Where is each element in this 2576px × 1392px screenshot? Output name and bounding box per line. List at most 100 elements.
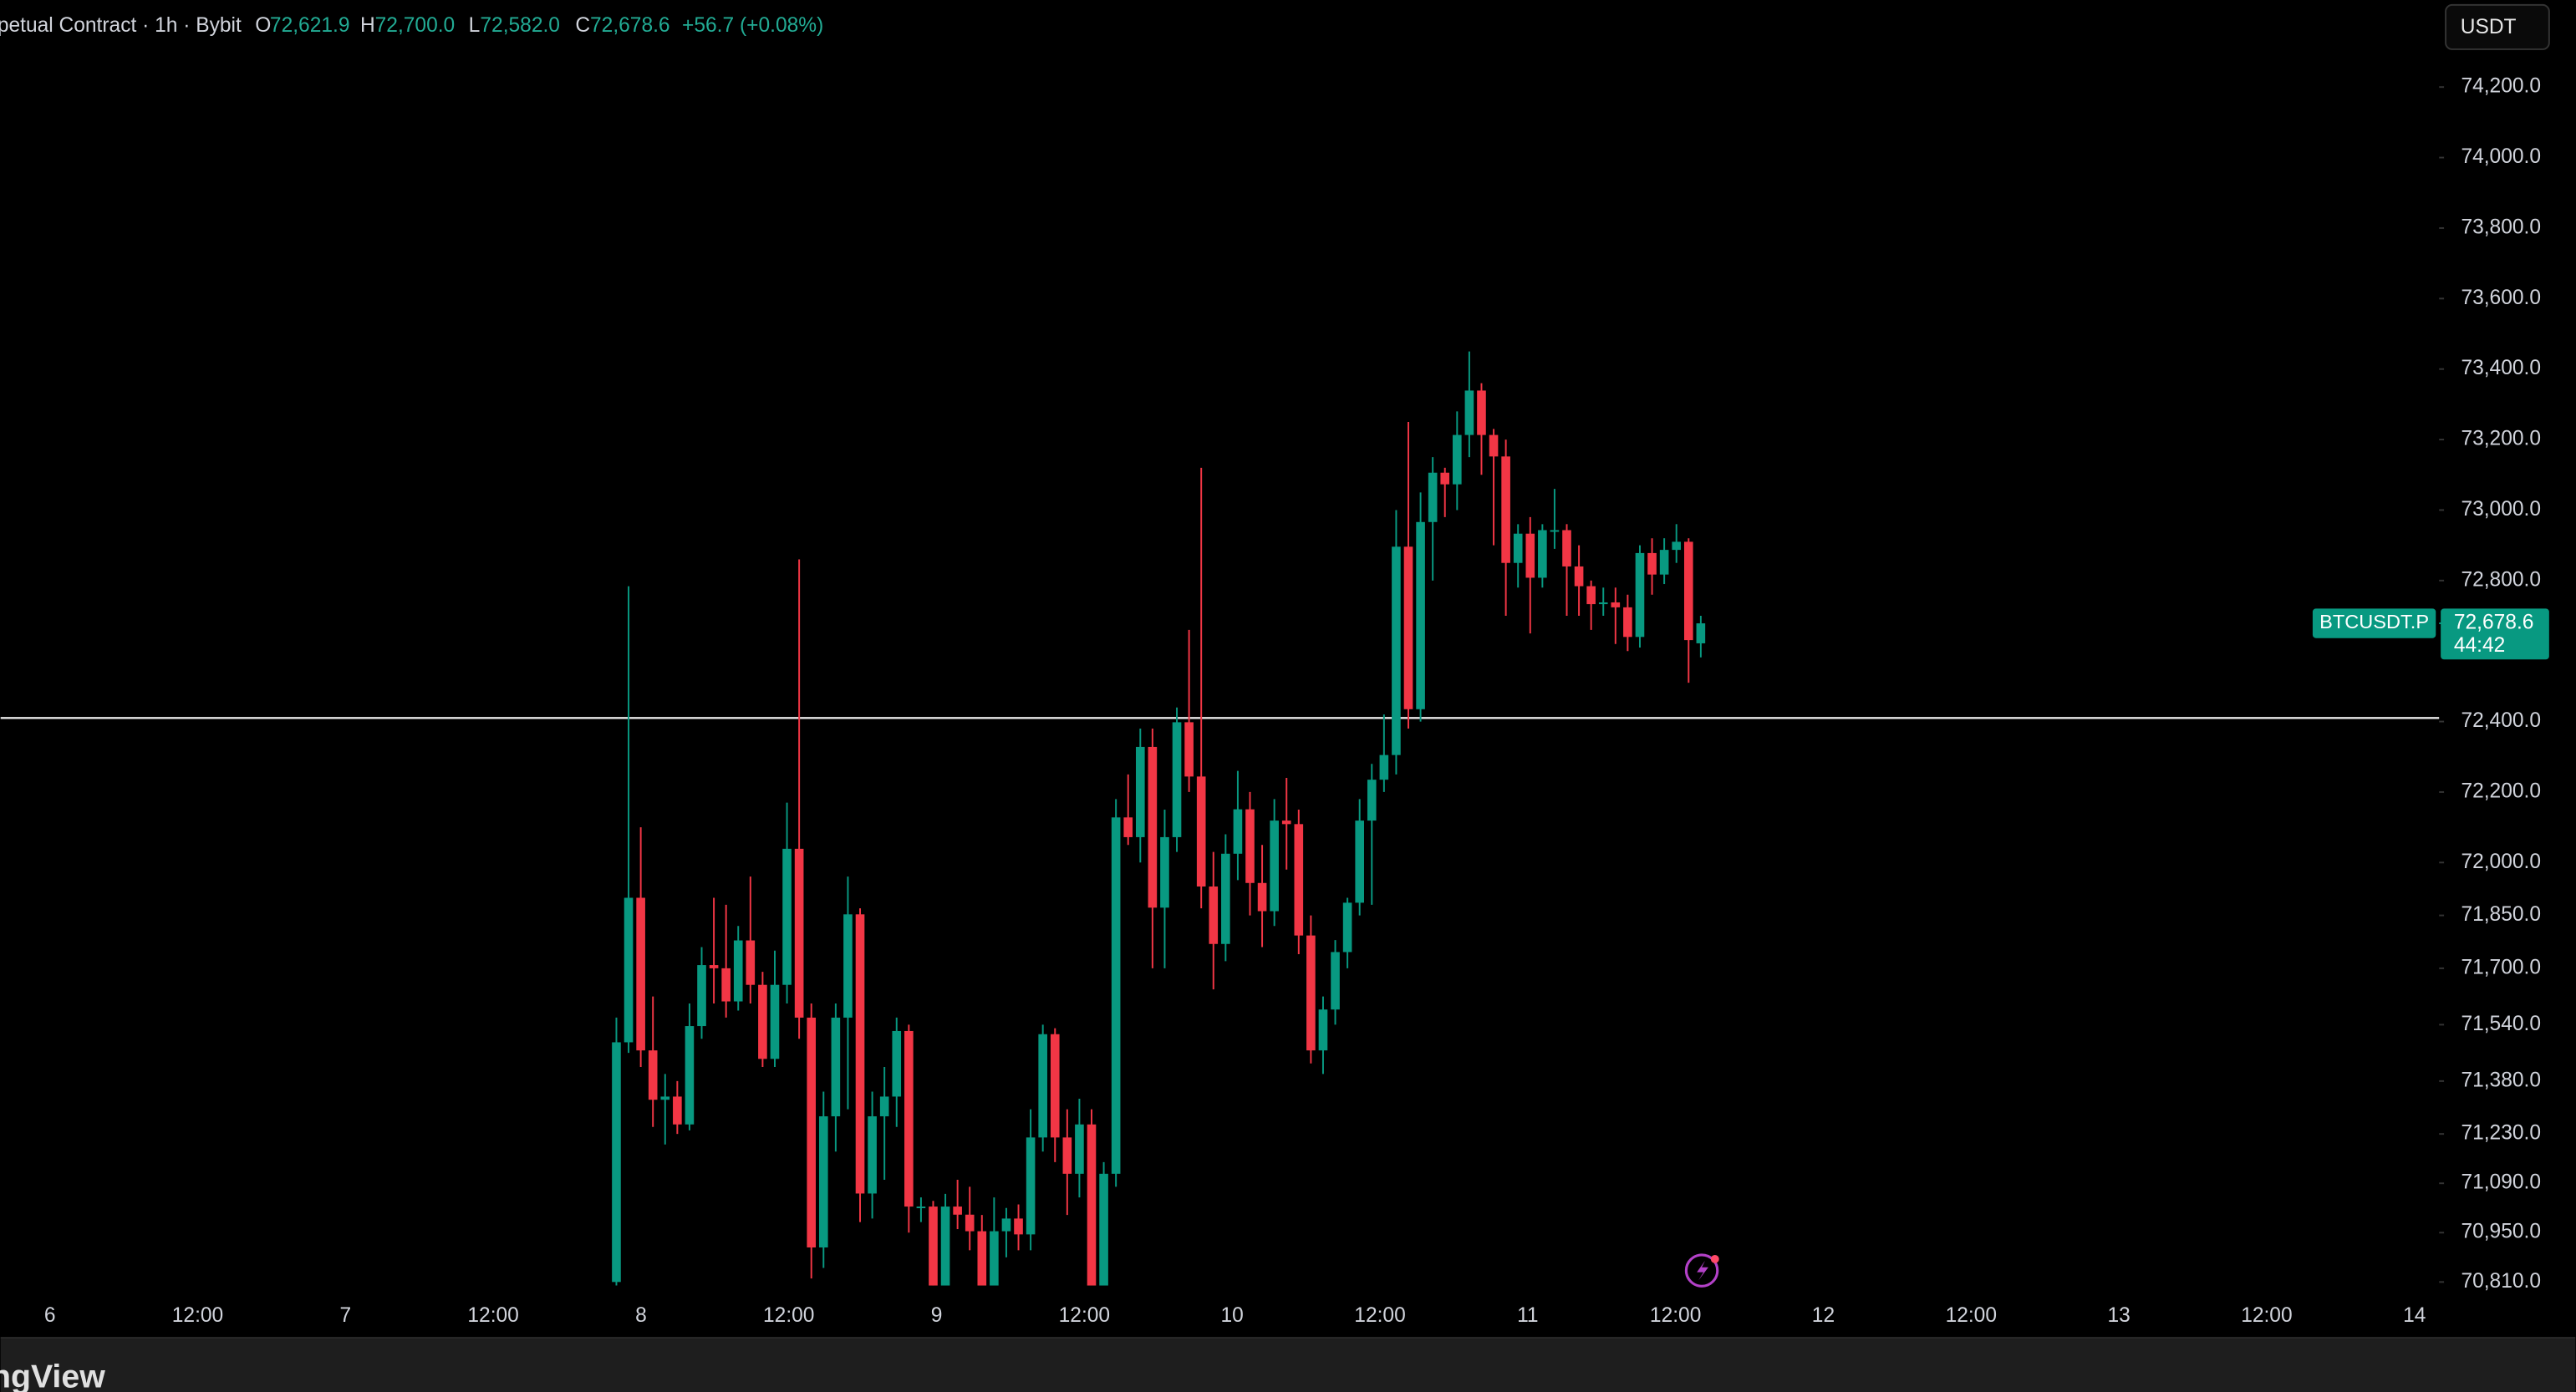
- candle-body: [818, 1116, 828, 1247]
- change: +56.7 (+0.08%): [682, 14, 823, 37]
- candle-body: [636, 897, 645, 1051]
- candle-body: [929, 1207, 938, 1286]
- candle-body: [1172, 722, 1182, 837]
- alert-ring[interactable]: [1684, 1253, 1719, 1288]
- alert-bolt[interactable]: [1697, 1260, 1708, 1281]
- candle-body: [1367, 780, 1377, 821]
- candle-body: [1428, 472, 1438, 522]
- y-tick-label: 73,600.0: [2461, 287, 2541, 309]
- candle-body: [1038, 1034, 1047, 1138]
- candle-body: [1489, 434, 1499, 457]
- currency-button[interactable]: [2445, 3, 2550, 50]
- candle-body: [746, 940, 756, 985]
- candle-body: [1233, 809, 1243, 854]
- candle-body: [1379, 754, 1389, 780]
- x-tick-label: 12:00: [2241, 1304, 2292, 1327]
- candle-body: [879, 1096, 889, 1117]
- candle-body: [843, 914, 853, 1018]
- ohlc-key: L: [469, 14, 481, 37]
- candle-body: [1659, 550, 1669, 575]
- candle-body: [1550, 530, 1560, 532]
- y-tick-label: 72,800.0: [2461, 568, 2541, 591]
- candle-body: [1318, 1009, 1328, 1051]
- candle-body: [1306, 935, 1316, 1051]
- candle-body: [1464, 390, 1474, 435]
- header: petual Contract · 1h · Bybit O 72,621.9 …: [0, 14, 823, 37]
- y-tick-label: 72,000.0: [2461, 851, 2541, 873]
- candle-body: [1635, 552, 1645, 638]
- candle-body: [940, 1207, 950, 1286]
- footer-logo[interactable]: ngView: [0, 1359, 105, 1392]
- candle-body: [1148, 746, 1158, 908]
- candle-body: [1392, 546, 1401, 755]
- alert-icon[interactable]: [1684, 1253, 1719, 1288]
- currency-button-label[interactable]: USDT: [2461, 16, 2517, 38]
- candle-body: [1331, 952, 1340, 1010]
- price-tag-label: 72,678.6: [2454, 612, 2534, 634]
- candle-body: [1196, 776, 1206, 887]
- candle-body: [1672, 541, 1682, 551]
- candle-body: [612, 1042, 621, 1283]
- ohlc-value: 72,582.0: [480, 14, 560, 37]
- x-tick-label: 12:00: [1059, 1304, 1110, 1327]
- ohlc-key: O: [255, 14, 271, 37]
- x-tick-label: 11: [1517, 1304, 1538, 1327]
- candle-body: [1245, 809, 1255, 883]
- candle-body: [794, 848, 804, 1018]
- ohlc-value: 72,621.9: [270, 14, 350, 37]
- symbol-info[interactable]: petual Contract · 1h · Bybit: [0, 14, 242, 37]
- candle-body: [965, 1214, 975, 1232]
- x-tick-label: 6: [44, 1304, 56, 1327]
- candle-body: [1525, 533, 1535, 578]
- candle-body: [1611, 602, 1621, 607]
- candle-body: [697, 965, 706, 1027]
- candle-body: [648, 1050, 658, 1100]
- candle-body: [1440, 472, 1450, 485]
- footer-bar: [0, 1338, 2576, 1392]
- ohlc-value: 72,678.6: [590, 14, 670, 37]
- y-tick-label: 71,540.0: [2461, 1013, 2541, 1035]
- candle-body: [624, 897, 634, 1043]
- candle-body: [1014, 1218, 1023, 1235]
- candle-body: [953, 1207, 962, 1215]
- y-tick-label: 74,200.0: [2461, 75, 2541, 98]
- candle-body: [770, 984, 780, 1059]
- candle-body: [1123, 817, 1133, 837]
- candle-body: [1683, 541, 1693, 641]
- x-tick-label: 12:00: [172, 1304, 223, 1327]
- x-tick-label: 13: [2107, 1304, 2130, 1327]
- candle-body: [1538, 530, 1547, 578]
- x-tick-label: 12:00: [1354, 1304, 1405, 1327]
- x-tick-label: 14: [2403, 1304, 2426, 1327]
- price-tag: [2441, 608, 2549, 660]
- x-tick-label: 10: [1221, 1304, 1244, 1327]
- candle-body: [1257, 882, 1267, 912]
- candle-body: [892, 1030, 902, 1097]
- candle-body: [1209, 886, 1219, 944]
- candle-body: [855, 914, 865, 1194]
- candle-body: [1099, 1173, 1108, 1286]
- candle-body: [807, 1017, 817, 1247]
- ohlc-key: C: [575, 14, 590, 37]
- candle-body: [1184, 722, 1194, 777]
- candle-body: [1477, 390, 1486, 435]
- candle-body: [1647, 552, 1657, 575]
- x-tick-label: 12:00: [763, 1304, 814, 1327]
- candle-body: [1062, 1137, 1072, 1174]
- candle-body: [733, 940, 743, 1002]
- x-tick-label: 8: [635, 1304, 647, 1327]
- candle-body: [904, 1030, 914, 1207]
- candle-body: [782, 848, 792, 985]
- candle-body: [916, 1207, 926, 1209]
- candle-body: [1623, 607, 1632, 638]
- x-tick-label: 12: [1812, 1304, 1835, 1327]
- y-tick-label: 74,000.0: [2461, 145, 2541, 168]
- candle-body: [1403, 546, 1413, 709]
- candle-body: [1453, 434, 1462, 485]
- y-tick-label: 71,850.0: [2461, 903, 2541, 926]
- y-tick-label: 72,200.0: [2461, 780, 2541, 802]
- candle-body: [1574, 566, 1584, 587]
- candle-body: [1135, 746, 1145, 837]
- candle-body: [660, 1096, 670, 1100]
